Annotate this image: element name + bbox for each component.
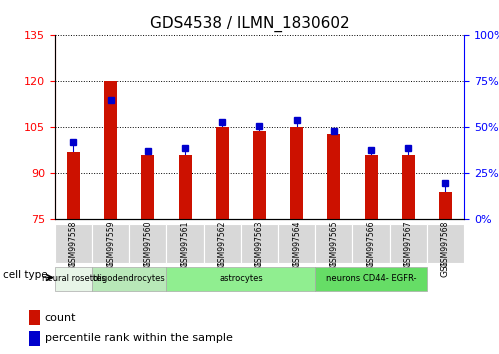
FancyBboxPatch shape — [167, 267, 315, 291]
Bar — [365, 155, 378, 219]
Bar — [67, 152, 80, 219]
Text: neurons CD44- EGFR-: neurons CD44- EGFR- — [326, 274, 416, 283]
Text: GSM997566: GSM997566 — [367, 220, 376, 267]
Bar — [439, 192, 452, 219]
FancyBboxPatch shape — [167, 224, 204, 263]
Text: GDS4538 / ILMN_1830602: GDS4538 / ILMN_1830602 — [150, 16, 349, 32]
FancyBboxPatch shape — [241, 224, 278, 263]
FancyBboxPatch shape — [427, 224, 464, 263]
Text: astrocytes: astrocytes — [219, 274, 263, 283]
FancyBboxPatch shape — [315, 267, 427, 291]
FancyBboxPatch shape — [352, 224, 390, 263]
Bar — [253, 131, 266, 219]
Bar — [29, 331, 40, 346]
Text: GSM997558: GSM997558 — [69, 220, 78, 267]
FancyBboxPatch shape — [129, 224, 167, 263]
Bar — [216, 127, 229, 219]
Text: count: count — [45, 313, 76, 323]
FancyBboxPatch shape — [92, 267, 167, 291]
Text: neural rosettes: neural rosettes — [41, 274, 105, 283]
Bar — [290, 127, 303, 219]
Text: cell type: cell type — [3, 270, 47, 280]
Bar — [141, 155, 154, 219]
Text: GSM997560: GSM997560 — [143, 220, 152, 267]
Text: GSM997562: GSM997562 — [218, 220, 227, 267]
Bar — [402, 155, 415, 219]
Text: GSM997564: GSM997564 — [292, 220, 301, 267]
Text: GSM997568: GSM997568 — [441, 220, 450, 267]
Bar — [179, 155, 192, 219]
FancyBboxPatch shape — [92, 224, 129, 263]
Text: GSM997567: GSM997567 — [404, 220, 413, 267]
Text: percentile rank within the sample: percentile rank within the sample — [45, 333, 233, 343]
Text: oligodendrocytes: oligodendrocytes — [93, 274, 166, 283]
FancyBboxPatch shape — [55, 267, 92, 291]
Bar — [104, 81, 117, 219]
FancyBboxPatch shape — [390, 224, 427, 263]
Text: GSM997563: GSM997563 — [255, 220, 264, 267]
FancyBboxPatch shape — [55, 224, 92, 263]
FancyBboxPatch shape — [204, 224, 241, 263]
FancyBboxPatch shape — [315, 224, 352, 263]
Text: GSM997561: GSM997561 — [181, 220, 190, 267]
Bar — [29, 310, 40, 325]
FancyBboxPatch shape — [278, 224, 315, 263]
Bar — [327, 133, 340, 219]
Text: GSM997565: GSM997565 — [329, 220, 338, 267]
Text: GSM997559: GSM997559 — [106, 220, 115, 267]
